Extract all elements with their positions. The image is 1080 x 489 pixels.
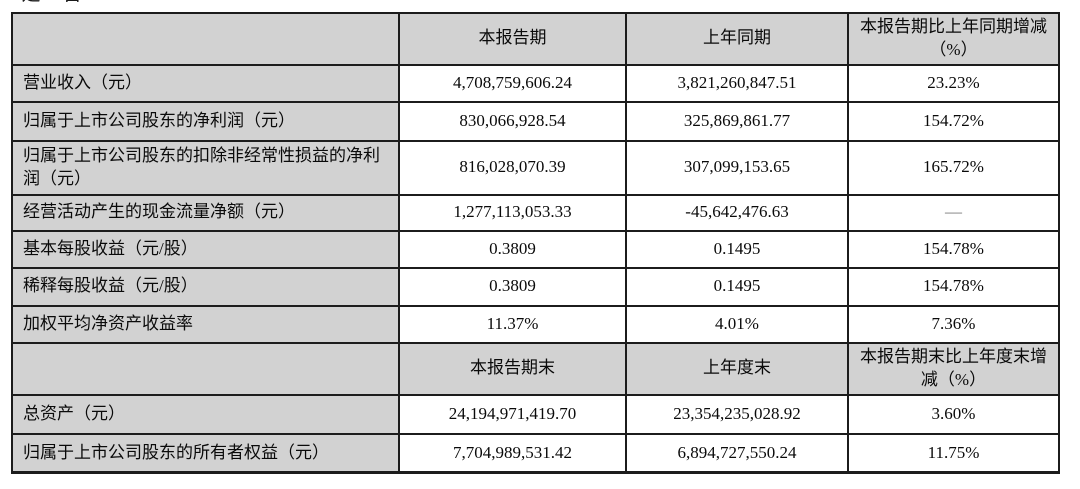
row-basic-eps-label: 基本每股收益（元/股） — [11, 229, 400, 269]
header-end-blank-cell — [11, 341, 400, 396]
row-diluted-eps-change: 154.78% — [847, 266, 1060, 307]
row-total-assets-prior: 23,354,235,028.92 — [625, 393, 849, 435]
row-net-profit-change: 154.72% — [847, 100, 1060, 142]
row-net-profit-excl-nonrecurring-prior: 307,099,153.65 — [625, 139, 849, 196]
row-equity-attributable: 归属于上市公司股东的所有者权益（元） 7,704,989,531.42 6,89… — [11, 432, 1060, 475]
row-equity-attributable-change: 11.75% — [847, 432, 1060, 475]
row-basic-eps-current: 0.3809 — [398, 229, 627, 269]
row-revenue-label: 营业收入（元） — [11, 63, 400, 103]
row-revenue: 营业收入（元） 4,708,759,606.24 3,821,260,847.5… — [11, 63, 1060, 103]
header-period-end-current: 本报告期末 — [398, 341, 627, 396]
row-weighted-avg-roe-current: 11.37% — [398, 304, 627, 344]
financial-summary-table: 本报告期 上年同期 本报告期比上年同期增减（%） 营业收入（元） 4,708,7… — [11, 12, 1060, 475]
row-net-profit: 归属于上市公司股东的净利润（元） 830,066,928.54 325,869,… — [11, 100, 1060, 142]
row-operating-cash-flow-current: 1,277,113,053.33 — [398, 193, 627, 232]
row-revenue-current: 4,708,759,606.24 — [398, 63, 627, 103]
row-net-profit-excl-nonrecurring-label: 归属于上市公司股东的扣除非经常性损益的净利润（元） — [11, 139, 400, 196]
row-diluted-eps: 稀释每股收益（元/股） 0.3809 0.1495 154.78% — [11, 266, 1060, 307]
header-current-period: 本报告期 — [398, 12, 627, 66]
row-total-assets-label: 总资产（元） — [11, 393, 400, 435]
row-equity-attributable-label: 归属于上市公司股东的所有者权益（元） — [11, 432, 400, 475]
header-period-change: 本报告期比上年同期增减（%） — [847, 12, 1060, 66]
row-total-assets: 总资产（元） 24,194,971,419.70 23,354,235,028.… — [11, 393, 1060, 435]
row-net-profit-excl-nonrecurring-change: 165.72% — [847, 139, 1060, 196]
row-operating-cash-flow: 经营活动产生的现金流量净额（元） 1,277,113,053.33 -45,64… — [11, 193, 1060, 232]
row-net-profit-label: 归属于上市公司股东的净利润（元） — [11, 100, 400, 142]
header-period-end-change: 本报告期末比上年度末增减（%） — [847, 341, 1060, 396]
row-weighted-avg-roe-label: 加权平均净资产收益率 — [11, 304, 400, 344]
row-net-profit-excl-nonrecurring: 归属于上市公司股东的扣除非经常性损益的净利润（元） 816,028,070.39… — [11, 139, 1060, 196]
header-row-period-end: 本报告期末 上年度末 本报告期末比上年度末增减（%） — [11, 341, 1060, 396]
row-weighted-avg-roe-change: 7.36% — [847, 304, 1060, 344]
row-diluted-eps-label: 稀释每股收益（元/股） — [11, 266, 400, 307]
row-diluted-eps-prior: 0.1495 — [625, 266, 849, 307]
row-basic-eps-prior: 0.1495 — [625, 229, 849, 269]
row-net-profit-excl-nonrecurring-current: 816,028,070.39 — [398, 139, 627, 196]
header-blank-cell — [11, 12, 400, 66]
header-row-period: 本报告期 上年同期 本报告期比上年同期增减（%） — [11, 12, 1060, 66]
row-equity-attributable-prior: 6,894,727,550.24 — [625, 432, 849, 475]
row-weighted-avg-roe: 加权平均净资产收益率 11.37% 4.01% 7.36% — [11, 304, 1060, 344]
row-total-assets-current: 24,194,971,419.70 — [398, 393, 627, 435]
header-prior-period: 上年同期 — [625, 12, 849, 66]
row-operating-cash-flow-change: — — [847, 193, 1060, 232]
row-net-profit-prior: 325,869,861.77 — [625, 100, 849, 142]
clipped-checkbox-line: □是 □否 — [8, 0, 84, 4]
row-net-profit-current: 830,066,928.54 — [398, 100, 627, 142]
row-basic-eps-change: 154.78% — [847, 229, 1060, 269]
row-total-assets-change: 3.60% — [847, 393, 1060, 435]
row-diluted-eps-current: 0.3809 — [398, 266, 627, 307]
row-revenue-change: 23.23% — [847, 63, 1060, 103]
row-weighted-avg-roe-prior: 4.01% — [625, 304, 849, 344]
row-operating-cash-flow-prior: -45,642,476.63 — [625, 193, 849, 232]
header-prior-year-end: 上年度末 — [625, 341, 849, 396]
row-revenue-prior: 3,821,260,847.51 — [625, 63, 849, 103]
row-equity-attributable-current: 7,704,989,531.42 — [398, 432, 627, 475]
row-operating-cash-flow-label: 经营活动产生的现金流量净额（元） — [11, 193, 400, 232]
row-basic-eps: 基本每股收益（元/股） 0.3809 0.1495 154.78% — [11, 229, 1060, 269]
